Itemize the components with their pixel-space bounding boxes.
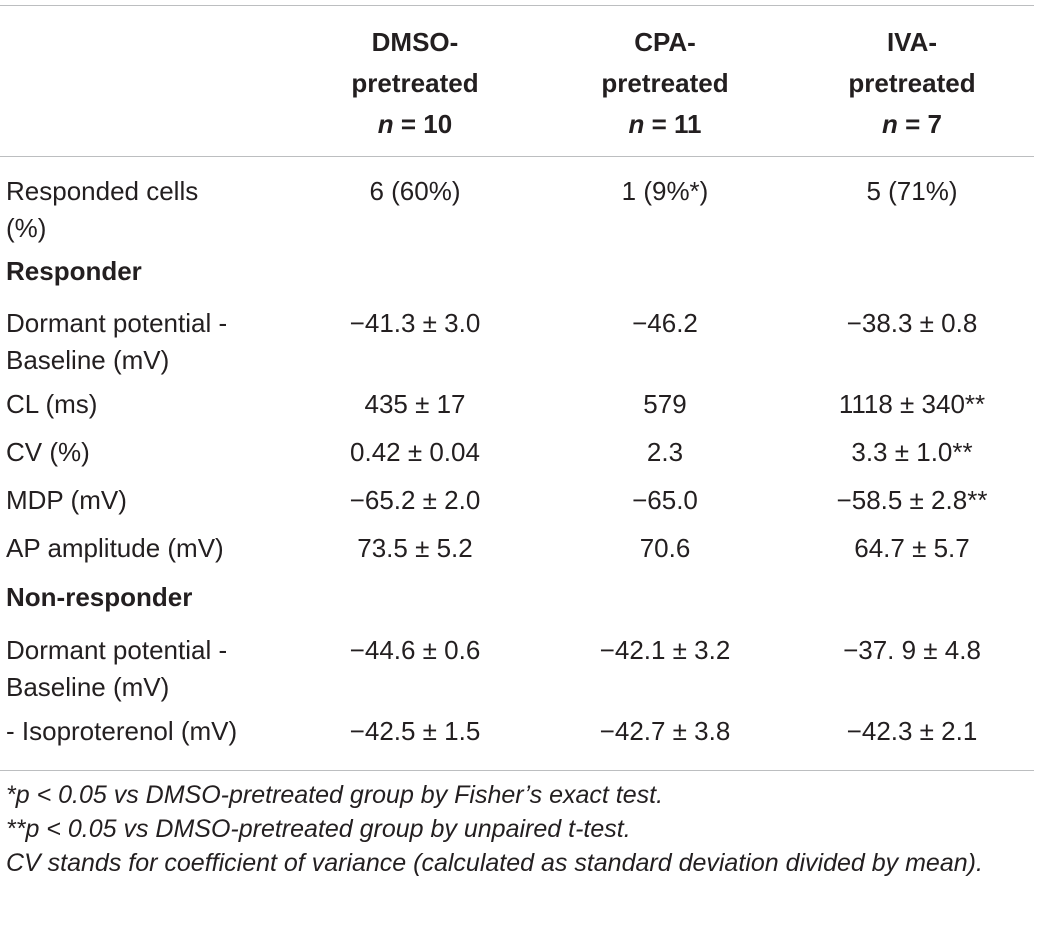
column-header-iva: IVA- pretreated n = 7 [848, 27, 976, 139]
table-row: AP amplitude (mV) 73.5 ± 5.2 70.6 64.7 ±… [6, 533, 970, 563]
bottom-rule [0, 770, 1034, 771]
column-header-cpa: CPA- pretreated n = 11 [601, 27, 729, 139]
section-header-non-responder: Non-responder [6, 582, 193, 612]
section-header-responder: Responder [6, 256, 142, 286]
table-row: CL (ms) 435 ± 17 579 1118 ± 340** [6, 389, 986, 419]
footnote-fisher: *p < 0.05 vs DMSO-pretreated group by Fi… [6, 781, 664, 809]
table-row: Dormant potential - Baseline (mV) −44.6 ±… [6, 635, 981, 702]
footnotes: *p < 0.05 vs DMSO-pretreated group by Fi… [6, 778, 1034, 880]
header-rule [0, 156, 1034, 157]
table-row: CV (%) 0.42 ± 0.04 2.3 3.3 ± 1.0** [6, 437, 973, 467]
table-row: - Isoproterenol (mV) −42.5 ± 1.5 −42.7 ±… [6, 716, 978, 746]
footnote-cv: CV stands for coefficient of variance (c… [6, 849, 983, 877]
top-rule [0, 5, 1034, 6]
footnote-ttest: **p < 0.05 vs DMSO-pretreated group by u… [6, 815, 631, 843]
table-row: MDP (mV) −65.2 ± 2.0 −65.0 −58.5 ± 2.8** [6, 485, 988, 515]
table-row-responded-cells: Responded cells (%) 6 (60%) 1 (9%*) 5 (71… [6, 176, 958, 243]
column-header-dmso: DMSO- pretreated n = 10 [351, 27, 479, 139]
data-table: Responded cells (%) 6 (60%) 1 (9%*) 5 (71… [0, 157, 1034, 765]
table-row: Dormant potential - Baseline (mV) −41.3 ±… [6, 308, 978, 375]
